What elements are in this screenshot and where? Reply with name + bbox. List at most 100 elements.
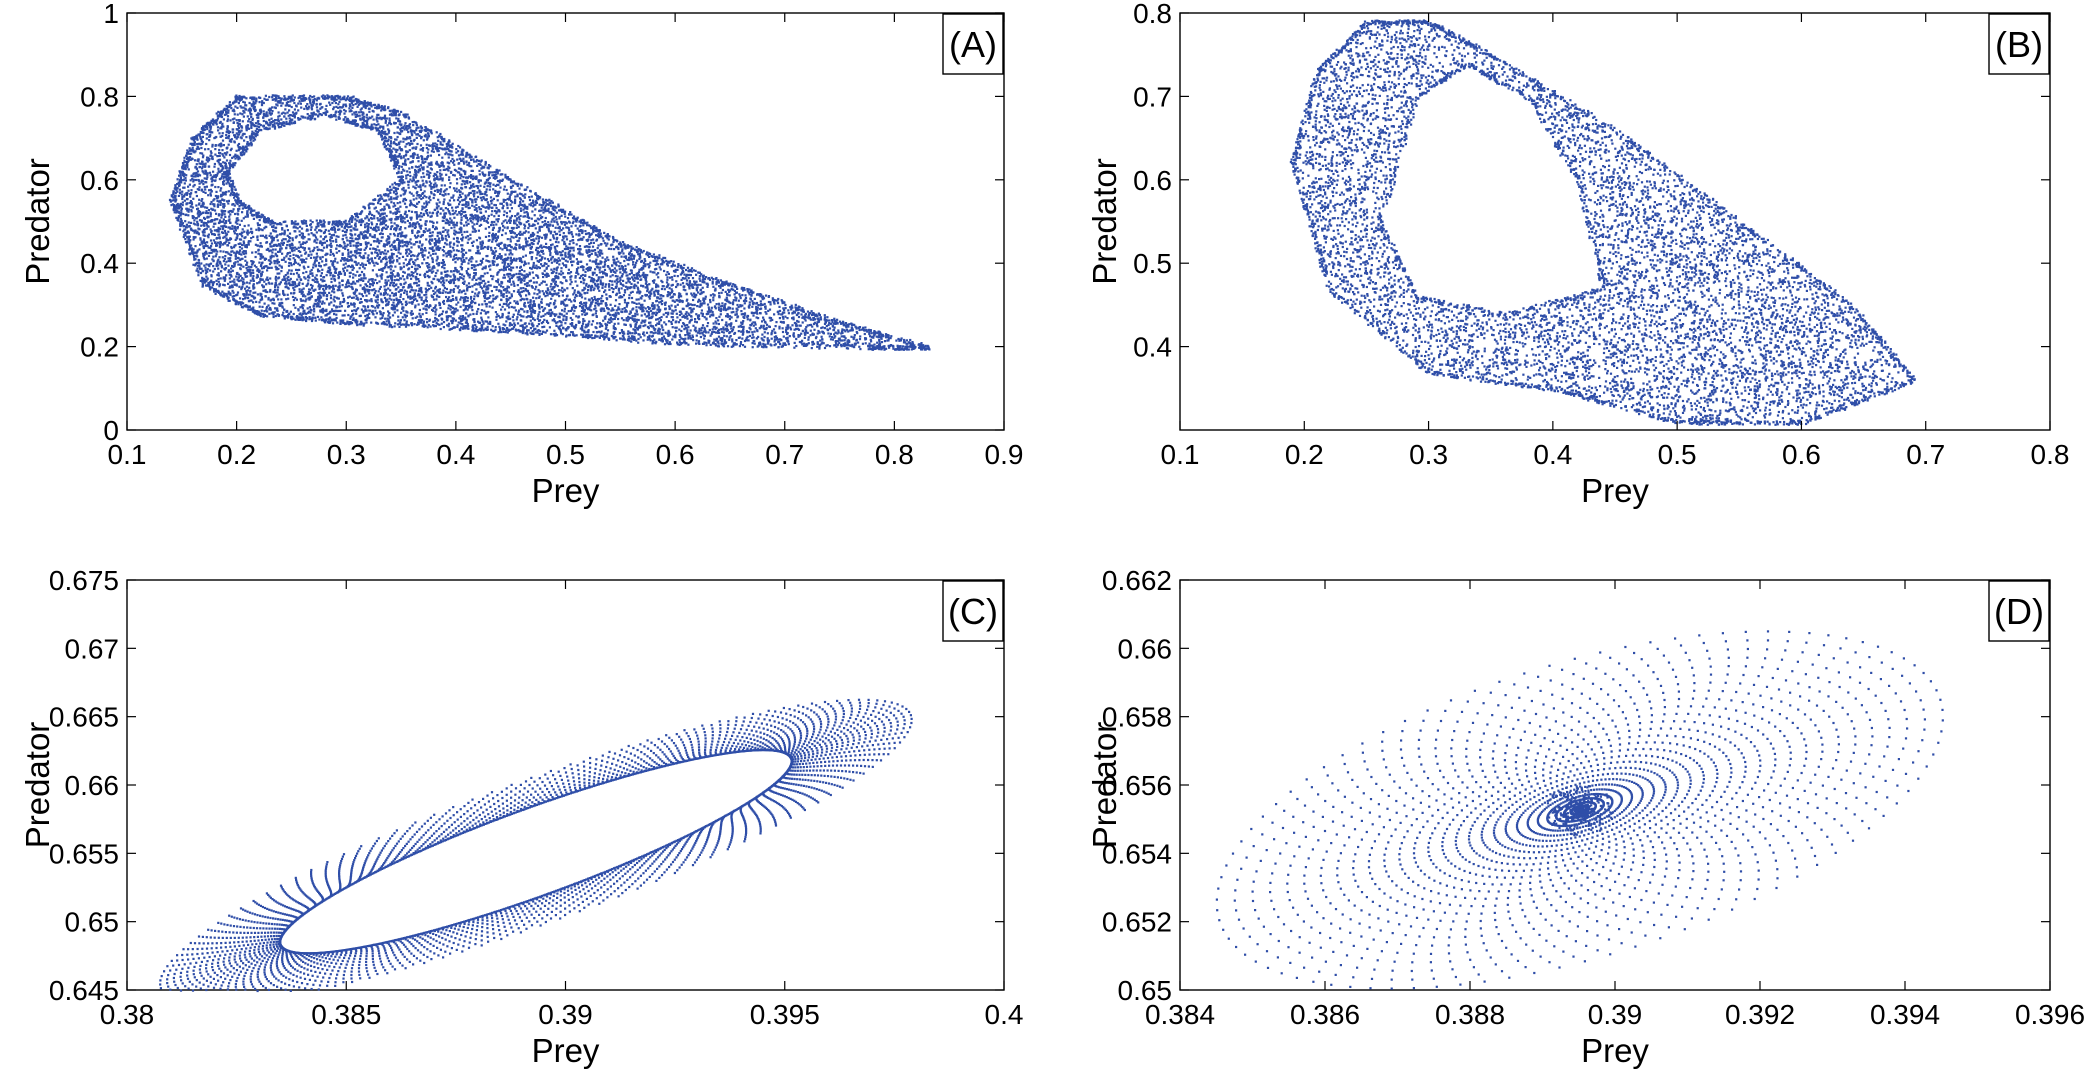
data-point (403, 289, 407, 292)
data-point (428, 275, 431, 278)
data-point (560, 222, 563, 225)
data-point (449, 241, 452, 244)
data-point (236, 256, 239, 259)
data-point (439, 143, 442, 146)
data-point (410, 251, 413, 254)
data-point (242, 298, 245, 301)
data-point (359, 251, 362, 255)
data-point (496, 235, 500, 238)
data-point (564, 253, 567, 256)
data-point (312, 313, 315, 316)
data-point (459, 317, 462, 320)
data-point (223, 284, 226, 287)
data-point (682, 307, 685, 310)
data-point (781, 327, 784, 330)
data-point (247, 224, 250, 227)
data-point (519, 198, 523, 201)
data-point (854, 343, 857, 346)
data-point (223, 113, 226, 116)
data-point (441, 291, 444, 294)
data-point (370, 305, 373, 308)
data-point (378, 287, 381, 290)
data-point (701, 314, 704, 317)
data-point (521, 204, 524, 207)
data-point (242, 132, 245, 135)
data-point (407, 186, 410, 189)
data-point (325, 263, 328, 266)
data-point (465, 154, 468, 157)
scatter-points-a (168, 94, 931, 351)
data-point (217, 203, 220, 206)
data-point (232, 121, 235, 124)
data-point (220, 225, 223, 228)
data-point (418, 240, 421, 243)
data-point (472, 217, 475, 220)
data-point (668, 307, 671, 311)
data-point (413, 243, 416, 246)
data-point (592, 241, 595, 244)
data-point (223, 235, 226, 238)
data-point (338, 281, 341, 284)
data-point (570, 261, 573, 264)
data-point (394, 154, 397, 157)
data-point (337, 225, 340, 228)
data-point (636, 291, 639, 294)
data-point (239, 258, 242, 262)
data-point (464, 173, 467, 176)
data-point (630, 253, 633, 256)
data-point (250, 134, 253, 137)
data-point (489, 268, 492, 271)
data-point (440, 312, 444, 316)
data-point (554, 280, 557, 283)
data-point (676, 275, 679, 278)
data-point (632, 278, 635, 281)
data-point (321, 249, 324, 252)
data-point (402, 220, 405, 223)
data-point (194, 245, 197, 248)
data-point (390, 221, 393, 224)
data-point (364, 217, 367, 220)
data-point (519, 281, 522, 284)
data-point (629, 337, 632, 340)
data-point (449, 217, 452, 220)
data-point (260, 274, 263, 277)
data-point (201, 163, 205, 166)
data-point (202, 154, 205, 157)
data-point (327, 229, 330, 232)
data-point (201, 135, 204, 138)
data-point (617, 287, 620, 290)
data-point (608, 267, 611, 270)
data-point (489, 182, 492, 185)
data-point (222, 125, 225, 128)
data-point (821, 341, 824, 344)
data-point (202, 205, 205, 208)
data-point (206, 206, 209, 209)
data-point (201, 198, 204, 201)
data-point (558, 233, 562, 236)
data-point (403, 128, 406, 131)
data-point (210, 151, 213, 155)
data-point (274, 288, 277, 292)
data-point (448, 296, 451, 299)
data-point (656, 318, 659, 321)
data-point (800, 313, 803, 316)
data-point (209, 212, 212, 215)
data-point (602, 335, 605, 338)
data-point (238, 252, 241, 255)
data-point (547, 264, 550, 268)
data-point (764, 320, 767, 323)
data-point (433, 144, 436, 148)
data-point (630, 296, 634, 300)
data-point (399, 321, 402, 324)
data-point (678, 333, 681, 336)
data-point (251, 269, 255, 272)
data-point (715, 317, 718, 320)
data-point (624, 285, 628, 288)
data-point (298, 264, 301, 267)
data-point (721, 305, 724, 308)
data-point (220, 175, 224, 178)
data-point (834, 335, 837, 338)
data-point (467, 238, 470, 241)
data-point (509, 203, 512, 206)
data-point (470, 217, 473, 220)
